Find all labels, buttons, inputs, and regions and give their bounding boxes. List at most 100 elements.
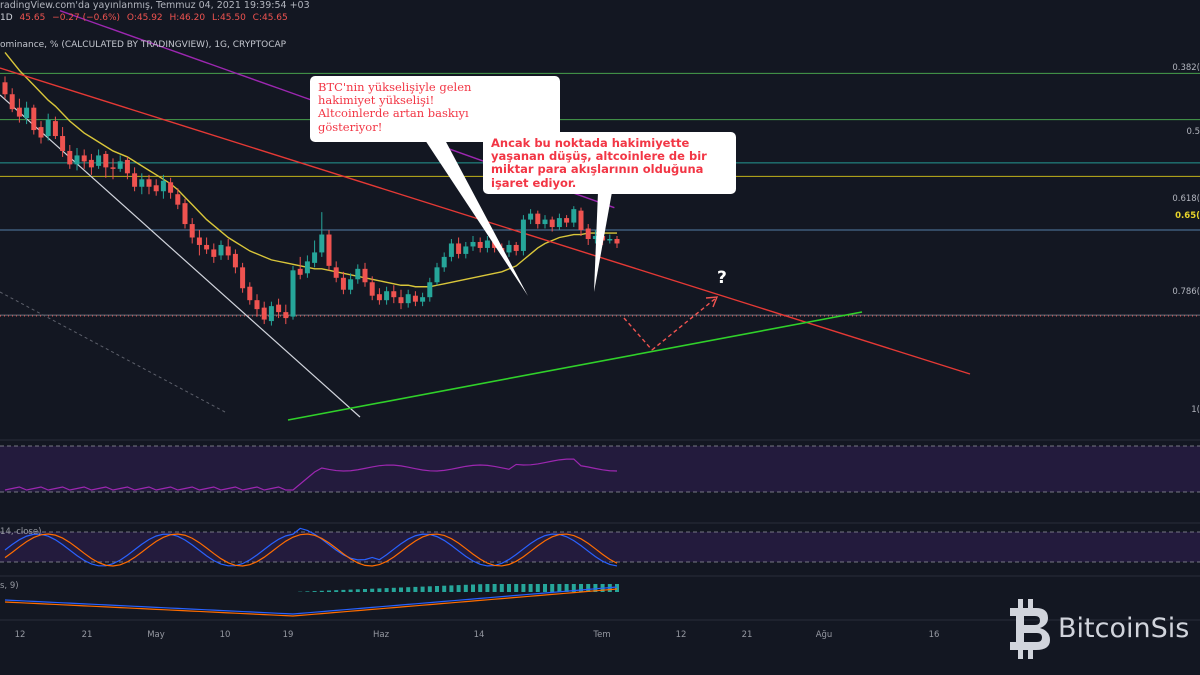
- macd-label: s, 9): [0, 581, 19, 591]
- x-tick-label: 14: [473, 630, 485, 640]
- fib-label-0382: 0.382(: [1172, 63, 1200, 73]
- macd-hist-bar: [471, 584, 475, 592]
- ohlc-bar: 1D 45.65 −0.27 (−0.6%) O:45.92 H:46.20 L…: [0, 13, 288, 23]
- callout1-line: BTC'nin yükselişiyle gelen: [318, 80, 472, 94]
- macd-signal-line: [4, 588, 618, 617]
- candle-body: [254, 300, 260, 310]
- macd-hist-bar: [463, 584, 468, 592]
- trend-line-grey-dashed[interactable]: [0, 291, 226, 413]
- candle-body: [283, 312, 289, 319]
- stoch-label: 14, close): [0, 527, 42, 537]
- arrow-head: [705, 296, 719, 308]
- candle-body: [168, 182, 174, 193]
- x-tick-label: Haz: [372, 630, 390, 640]
- macd-hist-bar: [427, 586, 432, 592]
- close-value: C:45.65: [252, 13, 288, 23]
- candle-body: [441, 256, 447, 268]
- macd-hist-bar: [499, 584, 504, 592]
- macd-hist-bar: [420, 586, 425, 592]
- candle-body: [564, 218, 570, 223]
- candle-body: [88, 159, 94, 168]
- interval: 1D: [0, 13, 13, 23]
- macd-hist-bar: [370, 588, 375, 592]
- stoch-band: [0, 532, 1200, 562]
- x-tick-label: 16: [928, 630, 940, 640]
- support-line-green[interactable]: [287, 311, 863, 421]
- candle-body: [74, 155, 80, 165]
- projection-up-arrow: [651, 297, 717, 351]
- candle-body: [160, 180, 166, 192]
- candle-body: [290, 270, 296, 317]
- callout-dominance-drop[interactable]: Ancak bu noktada hakimiyette yaşanan düş…: [483, 132, 736, 194]
- candle-body: [124, 159, 130, 174]
- bubble2-pointer: [594, 192, 612, 292]
- macd-hist-bar: [478, 584, 483, 592]
- candle-body: [153, 185, 159, 192]
- x-tick-label: Tem: [593, 630, 611, 640]
- candle-body: [52, 121, 58, 137]
- macd-hist-bar: [586, 584, 591, 592]
- candle-body: [535, 213, 541, 225]
- candle-body: [412, 295, 418, 302]
- rsi-line: [4, 458, 618, 491]
- macd-hist-bar: [449, 585, 454, 592]
- candle-body: [434, 267, 440, 283]
- candle-body: [103, 153, 109, 168]
- x-tick-label: 21: [81, 630, 93, 640]
- candle-body: [556, 218, 562, 228]
- candle-body: [232, 253, 238, 268]
- high-value: H:46.20: [169, 13, 206, 23]
- candle-body: [571, 209, 577, 223]
- rsi-indicator: [4, 458, 618, 491]
- candle-body: [549, 219, 555, 228]
- macd-hist-bar: [384, 588, 389, 592]
- candle-body: [484, 240, 490, 248]
- macd-hist-bar: [593, 584, 598, 592]
- candle-body: [456, 243, 462, 254]
- candle-body: [607, 238, 613, 241]
- macd-hist-bar: [535, 584, 540, 592]
- candle-body: [182, 203, 188, 225]
- candle-body: [9, 94, 15, 110]
- x-tick-label: 12: [675, 630, 687, 640]
- candle-body: [405, 294, 411, 304]
- publish-info: radingView.com'da yayınlanmış, Temmuz 04…: [0, 0, 310, 11]
- x-tick-label: 19: [282, 630, 294, 640]
- question-mark: ?: [717, 268, 727, 288]
- callout2-line: Ancak bu noktada hakimiyette: [491, 136, 690, 150]
- candle-body: [146, 179, 152, 187]
- macd-hist-bar: [514, 584, 519, 592]
- candles: [2, 76, 620, 326]
- callout2-line: işaret ediyor.: [491, 175, 577, 190]
- macd-hist-bar: [507, 584, 511, 592]
- candle-body: [297, 268, 303, 275]
- candle-body: [38, 127, 44, 138]
- callout2-line: miktar para akışlarının olduğuna: [491, 162, 704, 177]
- open-value: O:45.92: [126, 13, 163, 23]
- callout1-line: hakimiyet yükselişi!: [318, 93, 435, 108]
- macd-hist-bar: [521, 584, 526, 592]
- trend-line-white[interactable]: [0, 94, 361, 418]
- macd-hist-bar: [312, 591, 317, 592]
- macd-hist-bar: [615, 584, 619, 592]
- macd-hist-bar: [413, 586, 418, 592]
- candle-body: [578, 210, 584, 231]
- candle-body: [81, 155, 87, 162]
- candle-body: [67, 150, 73, 165]
- macd-hist-bar: [442, 585, 447, 592]
- x-tick-label: 21: [741, 630, 753, 640]
- candle-body: [240, 267, 246, 289]
- candle-body: [132, 173, 138, 187]
- candle-body: [585, 228, 591, 239]
- callout-btc-dominance[interactable]: BTC'nin yükselişiyle gelen hakimiyet yük…: [310, 76, 560, 142]
- x-tick-label: Ağu: [815, 630, 833, 640]
- candle-body: [24, 107, 30, 119]
- candle-body: [218, 244, 224, 256]
- symbol-title: ominance, % (CALCULATED BY TRADINGVIEW),…: [0, 40, 287, 50]
- candle-body: [362, 268, 368, 283]
- candle-body: [398, 297, 404, 304]
- bubble1-pointer: [425, 140, 528, 296]
- candle-body: [175, 194, 181, 205]
